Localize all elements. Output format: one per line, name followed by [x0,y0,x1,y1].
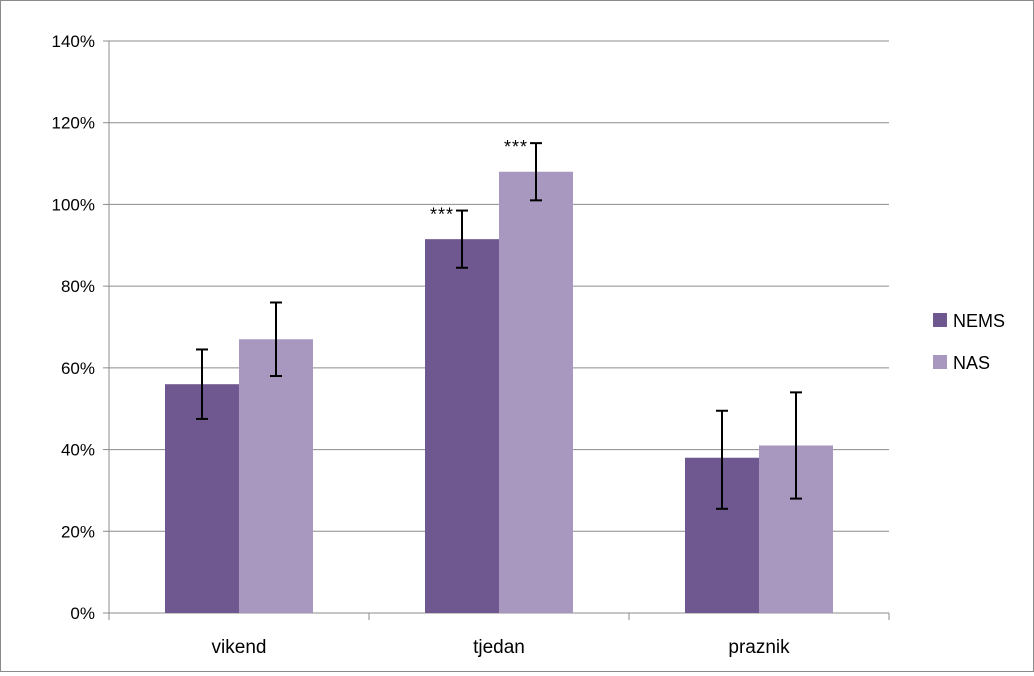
significance-annotation: *** [430,205,454,225]
legend-swatch-nas [933,355,947,369]
bar-nas-tjedan [499,171,573,613]
y-tick-label: 80% [61,277,95,296]
y-tick-label: 100% [52,195,95,214]
bar-nems-tjedan [425,239,499,613]
x-tick-label: vikend [212,637,267,658]
legend-swatch-nems [933,313,947,327]
y-tick-label: 140% [52,32,95,51]
x-tick-label: praznik [728,637,790,658]
bar-nems-vikend [165,384,239,613]
y-tick-label: 0% [70,604,95,623]
x-tick-label: tjedan [473,637,525,658]
y-tick-label: 40% [61,441,95,460]
legend-label-nems: NEMS [953,311,1005,331]
significance-annotation: *** [504,137,528,157]
y-tick-label: 120% [52,114,95,133]
y-tick-label: 60% [61,359,95,378]
legend-label-nas: NAS [953,353,990,373]
bar-nas-vikend [239,339,313,613]
y-tick-label: 20% [61,522,95,541]
